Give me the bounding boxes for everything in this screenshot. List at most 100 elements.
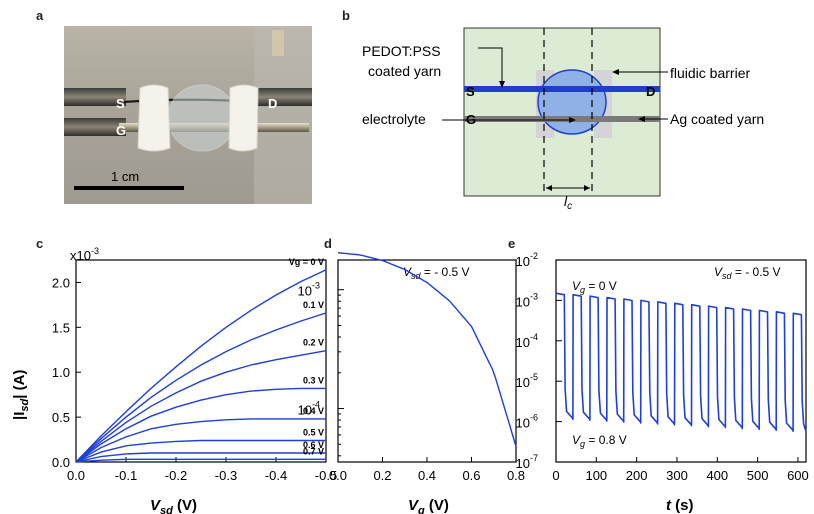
c-xtick-label: -0.3 [215, 468, 237, 483]
e-ytick-label: 10-4 [516, 332, 538, 350]
d-xlabel: Vg (V) [408, 497, 449, 514]
e-ytick-exp: -3 [530, 291, 538, 301]
c-ytick-label: 1.0 [52, 365, 70, 380]
c-series-line [75, 452, 326, 463]
e-axes-frame [555, 259, 807, 463]
scale-bar-label: 1 cm [111, 169, 139, 184]
c-series-line [75, 418, 326, 463]
e-ytick-exp: -7 [530, 453, 538, 463]
c-series-label: 0.3 V [303, 375, 324, 385]
e-xtick-label: 500 [747, 468, 769, 483]
schematic-panel-b: lc S G D PEDOT:PSS coated yarn fluidic b… [362, 27, 764, 210]
c-series-label: 0.5 V [303, 427, 324, 437]
c-ytick-label: 1.5 [52, 320, 70, 335]
chart-e: Vsd = - 0.5 V Vg = 0 V Vg = 0.8 V t (s) … [516, 251, 809, 514]
barrier-right [228, 84, 259, 152]
c-series-line [75, 458, 326, 463]
e-series-line [555, 292, 807, 432]
e-ytick-exp: -5 [530, 372, 538, 382]
panel-letter-d: d [324, 236, 332, 251]
e-xtick-label: 400 [706, 468, 728, 483]
d-xtick-label: 0.4 [418, 468, 436, 483]
e-ytick-label: 10-2 [516, 251, 538, 269]
c-xlabel: Vsd (V) [150, 497, 197, 514]
c-ytick-label: 2.0 [52, 275, 70, 290]
lc-label: lc [564, 193, 572, 210]
pedot-label-1: PEDOT:PSS [362, 43, 441, 59]
c-series-label: 0.4 V [303, 406, 324, 416]
c-series-label: 0.2 V [303, 338, 324, 348]
electrolyte-droplet [167, 84, 237, 152]
c-series-line [75, 269, 327, 463]
panel-letter-c: c [36, 236, 44, 251]
d-ytick-label: 10-3 [298, 281, 320, 299]
photo-panel-a: S G D 1 cm [64, 26, 312, 204]
d-ytick-exp: -4 [312, 400, 320, 410]
e-xlabel: t (s) [666, 497, 694, 514]
ag-yarn-schematic [464, 116, 660, 122]
c-ytick-label: 0.5 [52, 410, 70, 425]
e-ytick-label: 10-6 [516, 413, 538, 431]
clip-s [64, 88, 126, 106]
d-annotation: Vsd = - 0.5 V [403, 265, 470, 281]
electrolyte-label: electrolyte [362, 111, 426, 127]
clip-g [64, 118, 126, 136]
e-on-label: Vg = 0 V [572, 279, 617, 295]
d-xtick-label: 0.8 [507, 468, 525, 483]
d-axes-frame [337, 259, 517, 463]
photo-label-g: G [116, 123, 126, 138]
c-series-line [75, 312, 327, 463]
schem-label-s: S [466, 84, 475, 99]
d-xtick-label: 0.2 [373, 468, 391, 483]
c-series-line [75, 350, 327, 463]
e-annotation: Vsd = - 0.5 V [714, 265, 781, 281]
e-xtick-label: 100 [585, 468, 607, 483]
c-series-label: 0.6 V [303, 440, 324, 450]
pedot-yarn-schematic [464, 86, 660, 92]
e-xtick-label: 300 [666, 468, 688, 483]
panel-letter-b: b [342, 8, 350, 23]
e-off-label: Vg = 0.8 V [572, 433, 627, 449]
e-xtick-label: 600 [787, 468, 809, 483]
photo-label-d: D [268, 96, 277, 111]
scale-bar [74, 186, 184, 190]
c-series-label: Vg = 0 V [289, 257, 324, 267]
photo-label-s: S [116, 96, 125, 111]
d-ytick-label: 10-4 [298, 400, 320, 418]
e-ytick-label: 10-5 [516, 372, 538, 390]
e-xtick-label: 0 [552, 468, 559, 483]
e-ytick-label: 10-3 [516, 291, 538, 309]
barrier-left [137, 84, 171, 152]
c-ytick-label: 0.0 [52, 455, 70, 470]
panel-letter-e: e [508, 236, 516, 251]
fluidic-barrier-label: fluidic barrier [670, 65, 750, 81]
e-ytick-exp: -6 [530, 413, 538, 423]
c-series-line [75, 439, 326, 463]
pedot-label-2: coated yarn [368, 63, 441, 79]
c-xtick-label: -0.4 [265, 468, 287, 483]
e-xtick-label: 200 [626, 468, 648, 483]
c-xtick-label: -0.2 [165, 468, 187, 483]
e-ytick-exp: -4 [530, 332, 538, 342]
schem-label-d: D [646, 84, 655, 99]
c-xtick-label: -0.5 [315, 468, 337, 483]
e-ytick-label: 10-7 [516, 453, 538, 471]
e-ytick-exp: -2 [530, 251, 538, 261]
c-series-label: 0.7 V [303, 446, 324, 456]
c-axes-frame [75, 259, 327, 463]
chart-c: x10-3 |Isd| (A) Vsd (V) 0.0 -0.1 -0.2 -0.3 -… [11, 246, 337, 514]
c-series-line [75, 387, 326, 463]
c-series-label: 0.1 V [303, 300, 324, 310]
d-ytick-exp: -3 [312, 281, 320, 291]
d-xtick-label: 0.6 [462, 468, 480, 483]
electrolyte-region [537, 69, 607, 135]
clip-d [250, 88, 312, 106]
d-series-line [337, 252, 517, 447]
c-ylabel: |Isd| (A) [11, 370, 31, 420]
c-multiplier: x10-3 [70, 246, 99, 263]
d-xtick-label: 0.0 [329, 468, 347, 483]
chart-d: Vsd = - 0.5 V Vg (V) 0.0 0.2 0.4 0.6 0.8 10-3… [298, 252, 525, 514]
c-xtick-label: -0.1 [115, 468, 137, 483]
panel-letter-a: a [36, 8, 44, 23]
ag-yarn-label: Ag coated yarn [670, 111, 764, 127]
